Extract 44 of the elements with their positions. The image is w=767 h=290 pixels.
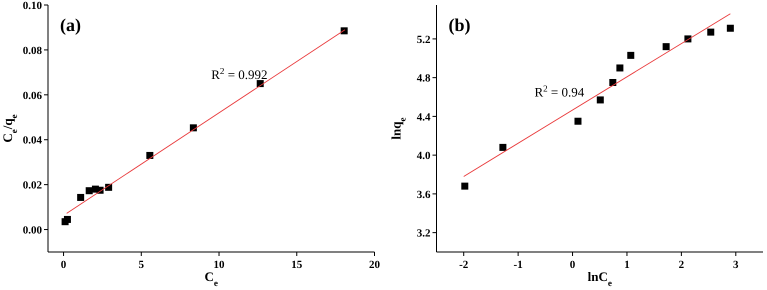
- text: (b): [448, 15, 471, 35]
- x-tick-label: 0: [570, 259, 576, 271]
- point: [499, 144, 506, 151]
- y-tick-label: 4.8: [416, 72, 431, 85]
- x-tick-label: 3: [733, 259, 740, 271]
- y-tick-label: 4.4: [416, 111, 431, 124]
- y-tick-label: 4.0: [416, 150, 431, 162]
- x-tick-label: 5: [138, 259, 145, 271]
- point: [707, 28, 714, 36]
- x-tick-label: 20: [369, 259, 380, 271]
- x-tick-label: 1: [624, 259, 630, 271]
- y-tick-label: 0.06: [22, 90, 42, 102]
- point: [726, 24, 734, 32]
- y-tick-label: 0.08: [22, 44, 42, 57]
- point: [64, 216, 71, 223]
- point: [340, 27, 348, 34]
- y-tick-label: 0.04: [22, 134, 42, 147]
- point: [461, 182, 468, 190]
- y-tick-label: 3.2: [416, 228, 431, 240]
- point: [596, 96, 604, 104]
- x-tick-label: 0: [60, 259, 67, 271]
- x-axis-title: lnC$_{e}$: [588, 269, 612, 288]
- point: [86, 187, 93, 194]
- y-tick-label: 5.2: [416, 34, 431, 46]
- x-tick-label: 10: [214, 259, 226, 271]
- annotation: R$^{2}$ = 0.992: [211, 66, 268, 82]
- point: [574, 118, 582, 125]
- point: [609, 78, 616, 86]
- annotation: R$^{2}$ = 0.94: [534, 83, 585, 100]
- y-tick-label: 3.6: [416, 188, 431, 201]
- x-axis-title: C$_{e}$: [204, 269, 218, 288]
- point: [146, 152, 154, 159]
- point: [616, 64, 624, 72]
- x-tick-label: 2: [678, 259, 685, 271]
- y-tick-label: 0.10: [22, 0, 42, 12]
- point: [77, 194, 84, 201]
- y-tick-label: 0.00: [22, 224, 42, 237]
- point: [627, 52, 634, 59]
- point: [662, 43, 670, 50]
- y-tick-label: 0.02: [22, 180, 42, 192]
- x-tick-label: -2: [459, 259, 469, 271]
- x-tick-label: 15: [291, 259, 303, 271]
- x-tick-label: -1: [514, 259, 523, 271]
- text: (a): [60, 15, 81, 35]
